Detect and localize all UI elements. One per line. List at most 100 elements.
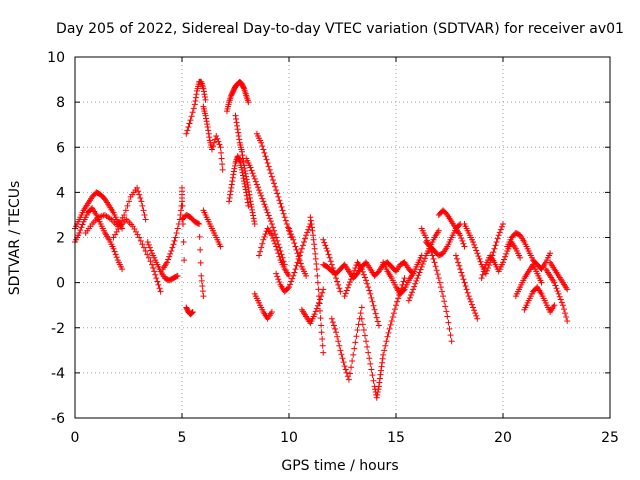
data-point: [415, 272, 422, 279]
data-point: [333, 329, 340, 336]
data-point: [276, 253, 283, 260]
data-point: [354, 327, 361, 334]
data-point: [124, 202, 131, 209]
data-point: [307, 217, 314, 224]
data-point: [500, 220, 506, 227]
data-point: [246, 191, 253, 198]
data-point: [254, 184, 261, 191]
data-point: [251, 218, 258, 225]
data-point: [325, 251, 332, 258]
data-point: [326, 254, 333, 261]
data-point: [382, 342, 389, 349]
data-point: [341, 293, 348, 300]
data-point: [375, 383, 382, 390]
data-point: [467, 298, 474, 305]
data-point: [474, 315, 481, 322]
data-point: [373, 394, 380, 401]
data-point: [300, 239, 307, 246]
data-point: [256, 187, 263, 194]
data-point: [268, 232, 275, 239]
data-point: [317, 296, 324, 303]
data-point: [203, 115, 210, 122]
data-point: [367, 290, 374, 297]
data-point: [457, 266, 464, 273]
data-point: [179, 184, 185, 191]
data-point: [244, 199, 251, 206]
series-track-19: [273, 220, 314, 295]
data-point: [268, 220, 275, 227]
data-point: [563, 314, 570, 321]
data-point: [268, 173, 275, 180]
data-point: [126, 198, 133, 205]
data-point: [244, 179, 251, 186]
data-point: [274, 273, 281, 280]
data-point: [261, 233, 268, 240]
data-point: [279, 207, 286, 214]
data-point: [479, 271, 486, 278]
data-point: [434, 271, 441, 278]
data-point: [267, 170, 274, 177]
data-point: [380, 351, 387, 358]
data-point: [276, 279, 283, 286]
data-point: [273, 187, 280, 194]
data-point: [343, 369, 350, 376]
data-point: [476, 255, 483, 262]
data-point: [376, 379, 383, 386]
data-point: [365, 349, 372, 356]
data-point: [313, 266, 320, 273]
series-track-33: [452, 252, 481, 322]
data-point: [289, 275, 296, 282]
data-point: [200, 293, 207, 300]
data-point: [433, 267, 440, 274]
data-point: [406, 294, 413, 301]
data-point: [140, 207, 147, 214]
data-point: [472, 310, 479, 317]
data-point: [417, 266, 424, 273]
data-point: [226, 195, 233, 202]
data-point: [267, 218, 274, 225]
data-point: [502, 253, 509, 260]
data-point: [299, 242, 306, 249]
data-point: [337, 288, 344, 295]
data-point: [330, 322, 337, 329]
data-point: [247, 198, 254, 205]
data-point: [448, 338, 455, 345]
data-point: [491, 245, 498, 252]
data-point: [245, 99, 252, 106]
data-point: [249, 209, 256, 216]
y-axis-label: SDTVAR / TECUs: [7, 181, 23, 296]
data-point: [413, 277, 420, 284]
data-point: [166, 253, 173, 260]
data-point: [268, 308, 275, 315]
data-point: [271, 180, 278, 187]
data-point: [165, 256, 172, 263]
data-point: [265, 212, 272, 219]
series-track-9: [183, 78, 209, 137]
data-point: [329, 319, 336, 326]
data-point: [357, 310, 364, 317]
data-point: [478, 275, 485, 282]
data-point: [157, 288, 164, 295]
data-point: [350, 270, 357, 277]
data-point: [244, 196, 251, 203]
data-point: [247, 164, 254, 171]
data-point: [501, 256, 508, 263]
data-point: [289, 233, 296, 240]
data-point: [226, 198, 233, 205]
data-point: [278, 204, 285, 211]
series-track-31: [422, 220, 464, 259]
data-point: [342, 366, 349, 373]
data-point: [553, 285, 560, 292]
data-point: [309, 224, 316, 231]
data-point: [412, 280, 419, 287]
data-point: [244, 182, 251, 189]
data-point: [197, 259, 204, 266]
data-point: [79, 221, 86, 228]
data-point: [394, 298, 401, 305]
data-point: [296, 257, 303, 264]
y-tick-label: 10: [47, 50, 65, 66]
series-track-39: [542, 266, 571, 324]
data-point: [461, 279, 468, 286]
data-point: [275, 250, 282, 257]
